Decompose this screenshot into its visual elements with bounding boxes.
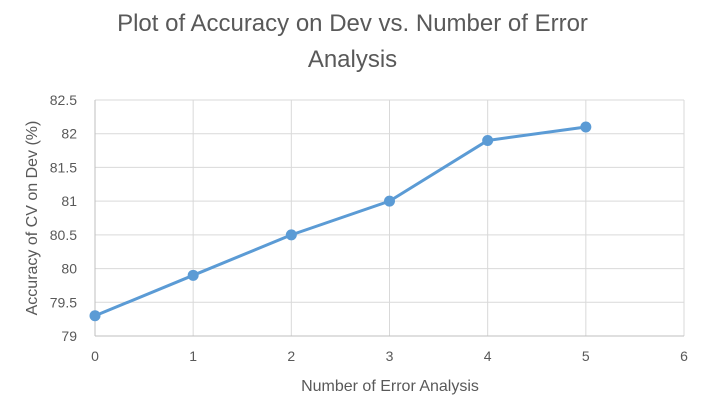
- y-tick-label: 81.5: [50, 159, 77, 175]
- data-point: [482, 134, 494, 146]
- y-tick-label: 82.5: [50, 92, 77, 108]
- chart-title-line-2: Analysis: [307, 46, 398, 73]
- x-tick-label: 2: [287, 348, 295, 364]
- y-tick-label: 80: [61, 261, 77, 277]
- x-tick-label: 1: [189, 348, 197, 364]
- data-point: [384, 195, 395, 207]
- y-tick-label: 82: [61, 126, 77, 142]
- x-tick-label: 5: [582, 348, 590, 364]
- series-layer: [89, 121, 592, 322]
- series-line: [93, 125, 588, 318]
- x-tick-label: 3: [386, 348, 394, 364]
- x-tick-label: 6: [680, 348, 688, 364]
- gridlines: [94, 99, 685, 337]
- y-axis-label: Accuracy of CV on Dev (%): [24, 121, 41, 316]
- chart-title-line-1: Plot of Accuracy on Dev vs. Number of Er…: [117, 10, 588, 37]
- x-axis-label: Number of Error Analysis: [301, 378, 479, 395]
- data-point: [580, 121, 592, 133]
- data-point: [285, 229, 297, 241]
- x-tick-label: 4: [484, 348, 492, 364]
- data-point: [187, 269, 199, 281]
- data-point: [89, 310, 101, 322]
- y-tick-label: 81: [61, 193, 77, 209]
- tick-labels: 79 79.5 80 80.5 81 81.5 82 82.5 0 1 2 3 4 5 6: [50, 92, 688, 364]
- y-tick-label: 79.5: [50, 294, 77, 310]
- axes: [94, 100, 684, 337]
- x-tick-label: 0: [91, 348, 99, 364]
- y-tick-label: 80.5: [50, 227, 77, 243]
- y-tick-label: 79: [61, 328, 77, 344]
